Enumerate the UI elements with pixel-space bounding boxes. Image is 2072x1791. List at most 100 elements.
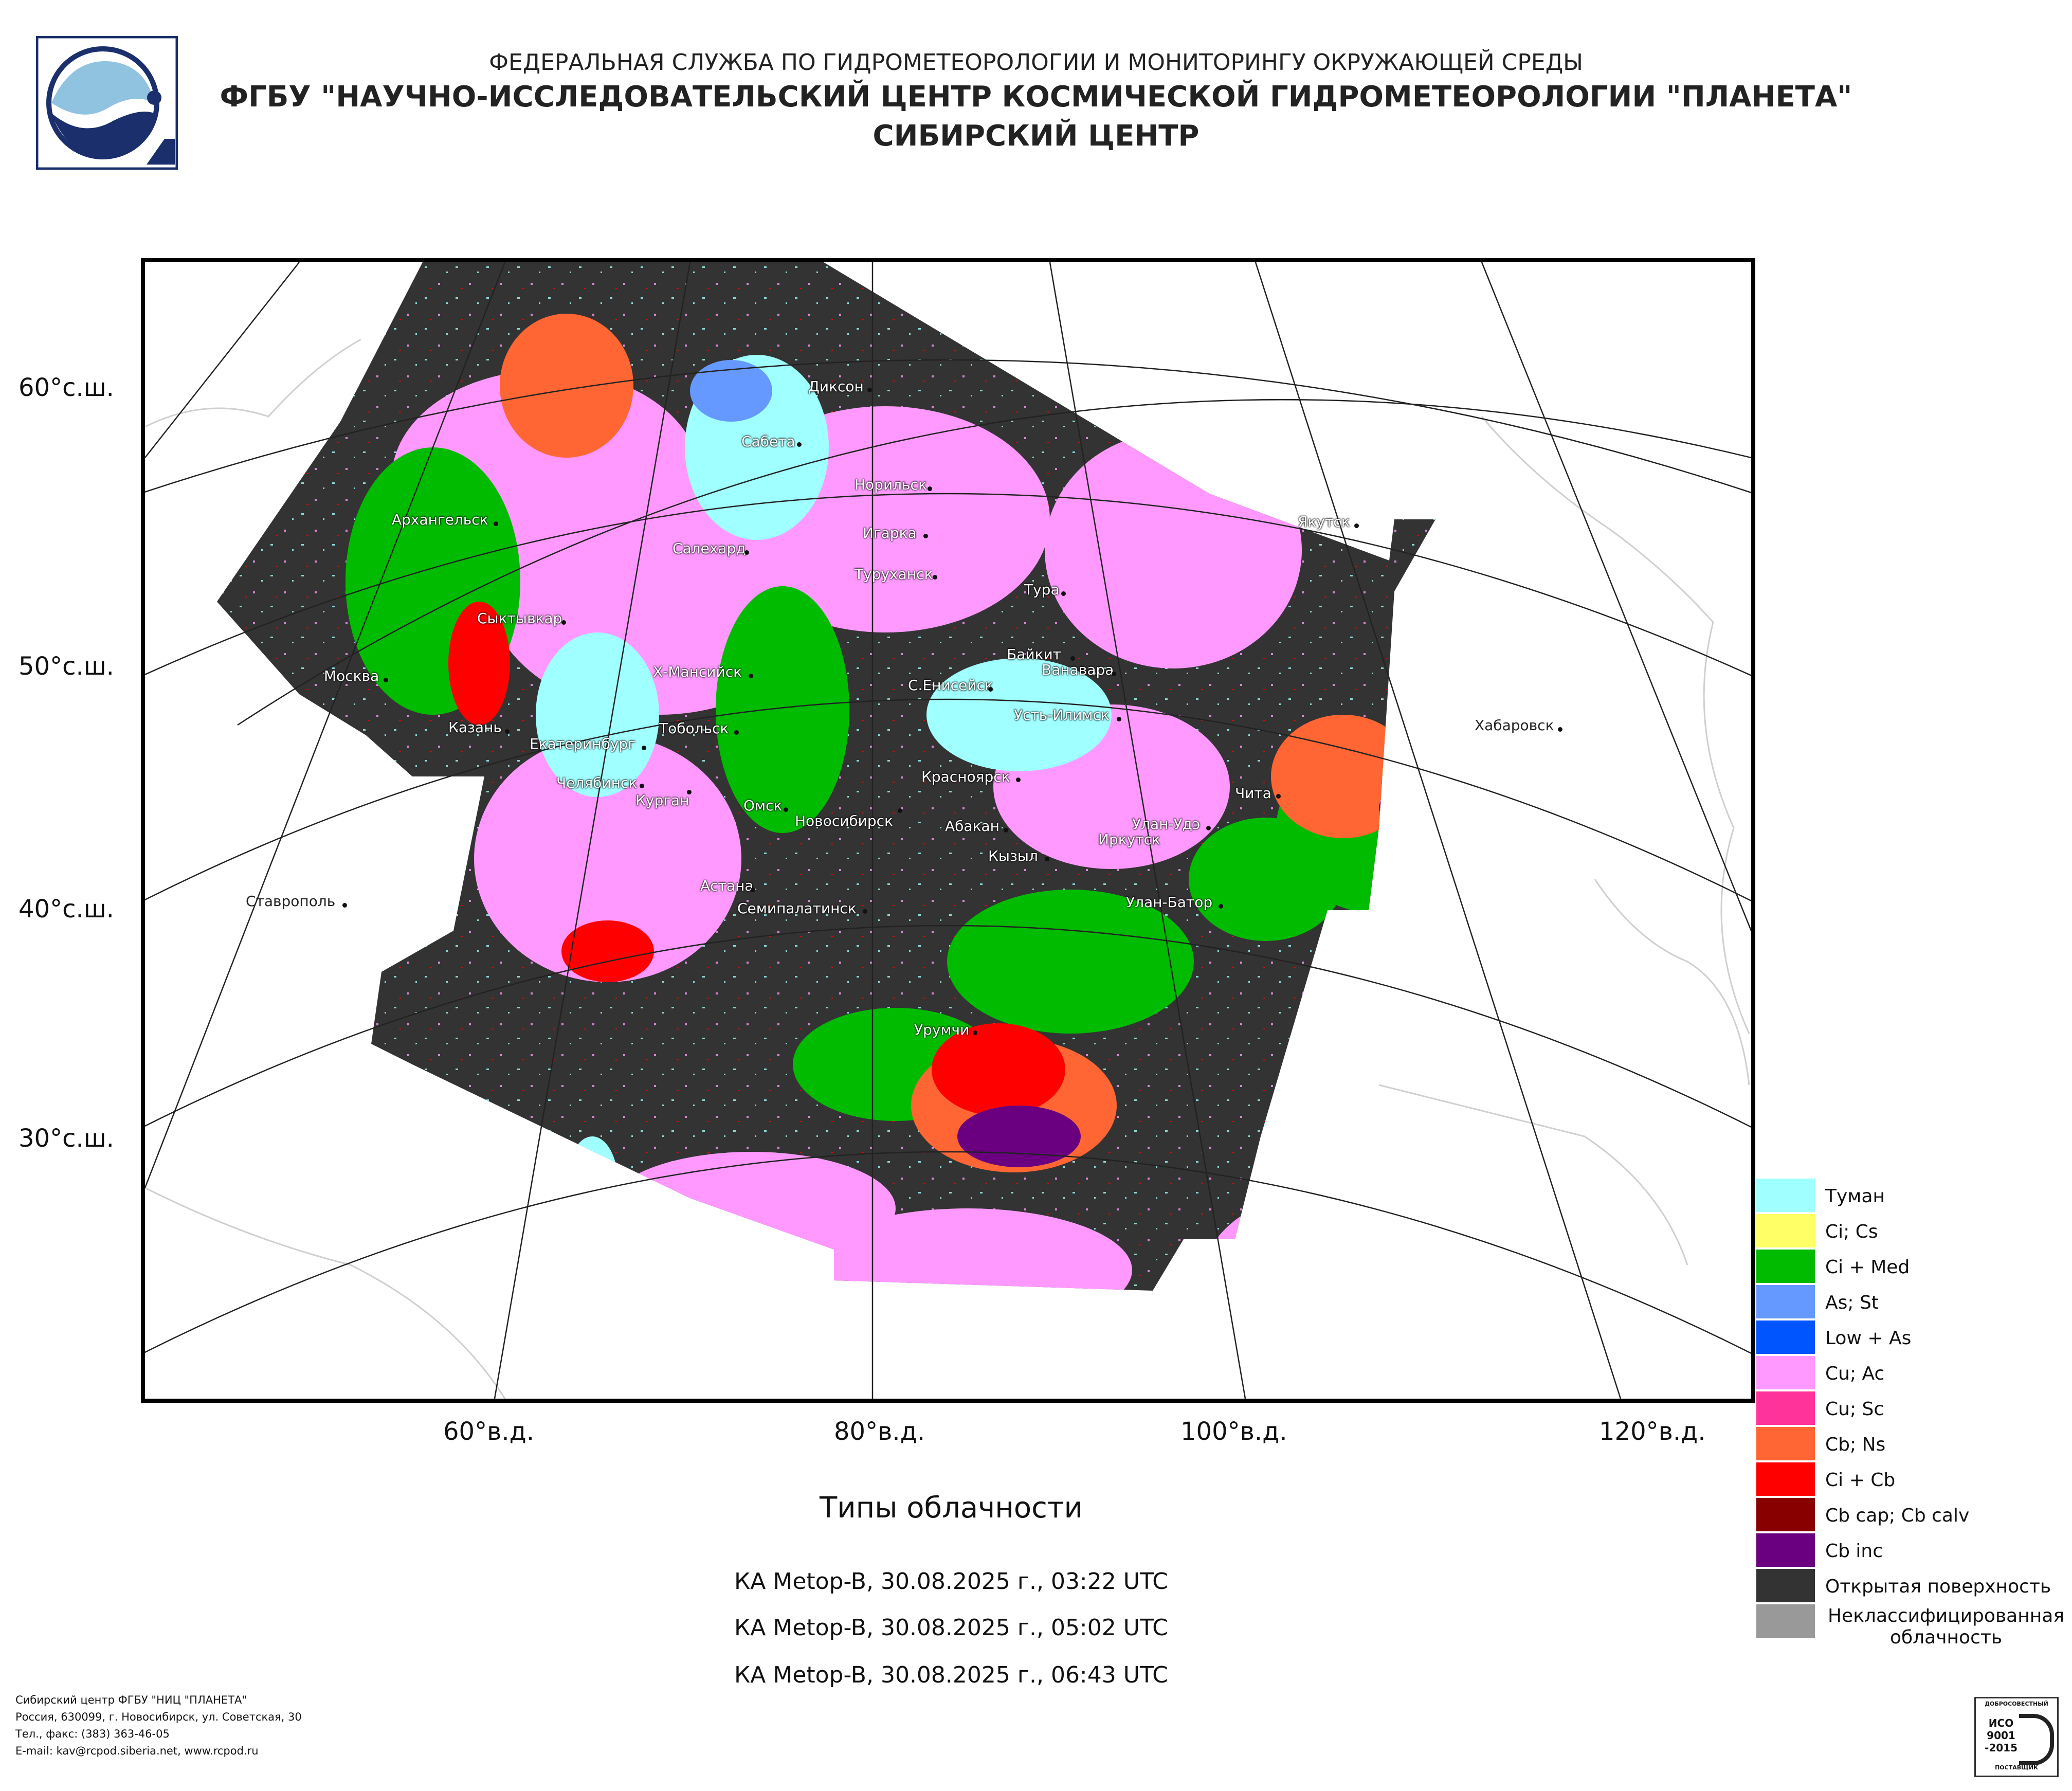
city-label: Тура xyxy=(1024,581,1060,598)
legend-swatch xyxy=(1755,1568,1816,1603)
legend-item: Cb; Ns xyxy=(1755,1426,2072,1461)
city-label: Семипалатинск xyxy=(737,900,857,917)
planeta-logo xyxy=(35,35,178,170)
city-label: Улан-Батор xyxy=(1126,894,1213,911)
legend-swatch xyxy=(1755,1319,1816,1355)
lat-label-40: 40°с.ш. xyxy=(19,895,114,924)
legend-swatch xyxy=(1755,1355,1816,1390)
city-dot xyxy=(642,746,646,750)
city-dot xyxy=(1117,717,1121,721)
city-dot xyxy=(1354,523,1359,528)
legend-label: Low + As xyxy=(1825,1328,1912,1349)
cloud-type-map: Диксон Сабета Норильск Игарка Салехард Т… xyxy=(141,258,1755,1403)
pass-label-3: КА Metop-B, 30.08.2025 г., 06:43 UTC xyxy=(734,1662,1168,1688)
city-dot xyxy=(640,784,644,788)
legend-swatch xyxy=(1755,1532,1816,1568)
chart-caption: Типы облачности xyxy=(820,1491,1083,1525)
city-dot xyxy=(797,442,802,447)
header-center: СИБИРСКИЙ ЦЕНТР xyxy=(873,119,1199,153)
legend-swatch xyxy=(1755,1390,1816,1426)
map-canvas xyxy=(145,262,1751,1399)
cert-top: ДОБРОСОВЕСТНЫЙ xyxy=(1985,1700,2048,1707)
footer-line: Сибирский центр ФГБУ "НИЦ "ПЛАНЕТА" xyxy=(15,1694,247,1706)
legend: Туман Ci; Cs Ci + Med As; St Low + As Cu… xyxy=(1755,1178,2072,1648)
city-dot xyxy=(928,486,932,491)
city-dot xyxy=(687,790,692,794)
legend-swatch xyxy=(1755,1284,1816,1319)
city-dot xyxy=(734,730,739,735)
city-dot xyxy=(1206,826,1211,830)
legend-item: Cu; Ac xyxy=(1755,1355,2072,1390)
city-dot xyxy=(1004,828,1008,833)
lon-label-60: 60°в.д. xyxy=(443,1417,535,1446)
city-label: Казань xyxy=(448,719,502,736)
city-label: Ставрополь xyxy=(246,893,336,910)
legend-label: Cb; Ns xyxy=(1825,1434,1886,1455)
legend-label: Неклассифицированная облачность xyxy=(1827,1605,2065,1648)
legend-swatch xyxy=(1755,1213,1816,1249)
legend-label: Ci + Cb xyxy=(1825,1470,1896,1491)
city-label: Тобольск xyxy=(659,720,729,737)
pass-label-1: КА Metop-B, 30.08.2025 г., 03:22 UTC xyxy=(734,1568,1168,1595)
city-dot xyxy=(973,1030,977,1035)
city-label: Диксон xyxy=(808,378,864,395)
header-institute: ФГБУ "НАУЧНО-ИССЛЕДОВАТЕЛЬСКИЙ ЦЕНТР КОС… xyxy=(220,80,1852,114)
city-label: Челябинск xyxy=(556,774,638,791)
city-dot xyxy=(867,388,872,392)
city-label: Усть-Илимск xyxy=(1014,707,1110,723)
footer-line: E-mail: kav@rcpod.siberia.net, www.rcpod… xyxy=(15,1745,259,1757)
legend-label: Cu; Ac xyxy=(1825,1363,1885,1384)
cert-bottom: ПОСТАВЩИК xyxy=(1995,1764,2038,1771)
lat-label-30: 30°с.ш. xyxy=(19,1124,114,1153)
city-dot xyxy=(494,521,498,526)
legend-swatch xyxy=(1755,1497,1816,1532)
lon-label-100: 100°в.д. xyxy=(1180,1417,1287,1446)
city-label: Кызыл xyxy=(988,847,1038,864)
city-label: Омск xyxy=(743,797,783,814)
city-label: С.Енисейск xyxy=(908,677,993,694)
city-label: Норильск xyxy=(855,476,927,493)
city-dot xyxy=(1112,672,1116,676)
footer-line: Россия, 630099, г. Новосибирск, ул. Сове… xyxy=(15,1711,302,1723)
city-dot xyxy=(1219,904,1223,909)
city-label: Якутск xyxy=(1298,513,1350,530)
city-label: Иркутск xyxy=(1098,831,1160,848)
legend-label: As; St xyxy=(1825,1292,1879,1313)
city-dot xyxy=(1016,777,1021,782)
legend-item: Туман xyxy=(1755,1178,2072,1213)
city-label: Курган xyxy=(635,792,689,809)
city-dot xyxy=(751,888,755,892)
city-dot xyxy=(744,550,749,555)
header-agency: ФЕДЕРАЛЬНАЯ СЛУЖБА ПО ГИДРОМЕТЕОРОЛОГИИ … xyxy=(489,49,1583,76)
legend-item: Cb cap; Cb calv xyxy=(1755,1497,2072,1532)
city-label: Салехард xyxy=(673,540,746,557)
legend-label: Туман xyxy=(1825,1186,1885,1207)
footer-contacts: Сибирский центр ФГБУ "НИЦ "ПЛАНЕТА" Росс… xyxy=(15,1692,302,1760)
legend-item: Открытая поверхность xyxy=(1755,1568,2072,1603)
city-dot xyxy=(1045,857,1049,861)
legend-item: Ci; Cs xyxy=(1755,1213,2072,1249)
city-dot xyxy=(988,687,993,692)
legend-item: Ci + Cb xyxy=(1755,1461,2072,1497)
city-label: Сыктывкар xyxy=(477,610,562,627)
legend-item: Cb inc xyxy=(1755,1532,2072,1568)
city-label: Красноярск xyxy=(921,768,1010,785)
city-label: Астана xyxy=(700,877,754,894)
legend-label: Cb inc xyxy=(1825,1541,1883,1562)
iso-certificate-badge: ДОБРОСОВЕСТНЫЙ ИСО 9001 -2015 ПОСТАВЩИК xyxy=(1974,1697,2059,1777)
city-dot xyxy=(1070,656,1075,661)
legend-swatch xyxy=(1755,1603,1816,1639)
legend-label: Cu; Sc xyxy=(1825,1399,1884,1420)
legend-label: Открытая поверхность xyxy=(1825,1576,2051,1597)
lat-label-60: 60°с.ш. xyxy=(19,373,114,402)
city-dot xyxy=(342,903,347,908)
legend-swatch xyxy=(1755,1426,1816,1461)
legend-item: Cu; Sc xyxy=(1755,1390,2072,1426)
city-dot xyxy=(749,674,753,678)
graticule xyxy=(145,262,1751,1399)
legend-label: Ci; Cs xyxy=(1825,1221,1878,1242)
city-dot xyxy=(384,678,388,682)
legend-swatch xyxy=(1755,1249,1816,1284)
legend-swatch xyxy=(1755,1178,1816,1213)
city-dot xyxy=(1061,591,1066,596)
